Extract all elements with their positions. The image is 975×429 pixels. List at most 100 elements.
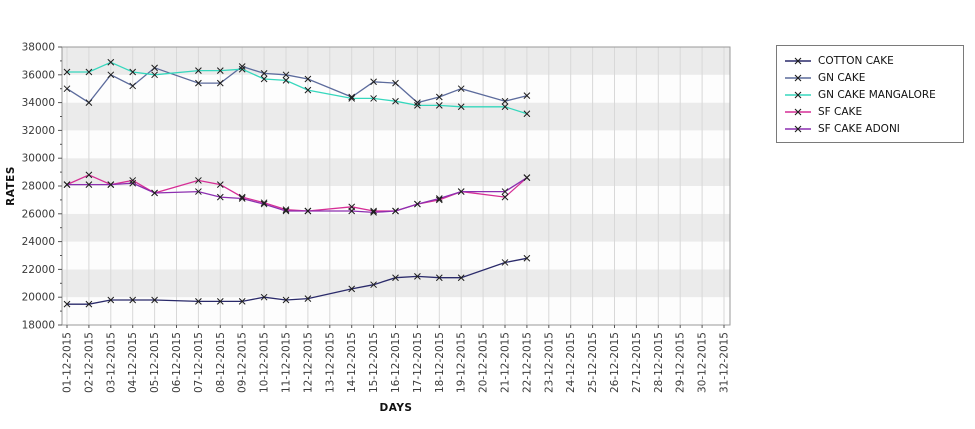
data-point-marker-gn-cake-mangalore [392,97,399,105]
data-point-marker-sf-cake [282,206,290,213]
y-tick-label: 32000 [22,125,55,137]
data-point-marker-sf-cake-adoni [282,207,290,215]
x-tick-label: 01-12-2015 [62,332,74,393]
data-point-marker-gn-cake [501,97,509,105]
data-point-marker-sf-cake-adoni [260,200,268,208]
data-point-marker-cotton-cake [414,272,421,280]
data-point-marker-sf-cake [129,177,137,184]
x-tick-label: 06-12-2015 [171,332,183,393]
data-point-marker-sf-cake-adoni [107,181,115,188]
data-point-marker-gn-cake [414,99,421,106]
data-point-marker-sf-cake-adoni [501,188,509,195]
y-tick-label: 30000 [22,153,55,165]
data-point-marker-sf-cake-adoni [414,200,421,208]
data-point-marker-sf-cake [216,181,224,188]
x-tick-label: 21-12-2015 [500,332,512,393]
data-point-marker-gn-cake-mangalore [129,68,137,76]
data-point-marker-cotton-cake [501,259,509,266]
data-point-marker-gn-cake [85,99,93,106]
legend-label: SF CAKE ADONI [818,122,900,135]
legend-x-marker [794,108,802,115]
x-tick-label: 15-12-2015 [368,332,380,393]
data-point-marker-sf-cake-adoni [195,188,202,195]
x-tick-label: 26-12-2015 [609,332,621,393]
x-tick-label: 09-12-2015 [237,332,249,393]
legend-item-cotton-cake: COTTON CAKE [785,52,955,69]
x-tick-label: 04-12-2015 [127,332,139,393]
x-tick-label: 08-12-2015 [215,332,227,393]
legend-item-sf-cake: SF CAKE [785,103,955,120]
legend-item-gn-cake: GN CAKE [785,69,955,86]
y-tick-label: 38000 [22,42,55,54]
x-tick-label: 05-12-2015 [149,332,161,393]
y-tick-label: 18000 [22,320,55,332]
data-point-marker-gn-cake-mangalore [457,103,465,111]
data-point-marker-sf-cake-adoni [85,181,93,188]
data-point-marker-sf-cake [501,193,509,201]
x-tick-label: 03-12-2015 [105,332,117,393]
data-point-marker-gn-cake [370,78,377,86]
data-point-marker-cotton-cake [523,254,531,262]
x-tick-label: 10-12-2015 [259,332,271,393]
legend-item-gn-cake-mangalore: GN CAKE MANGALORE [785,86,955,103]
data-point-marker-cotton-cake [151,296,158,304]
data-point-marker-cotton-cake [195,298,202,305]
data-point-marker-cotton-cake [392,274,399,282]
data-point-marker-gn-cake-mangalore [107,58,115,66]
data-point-marker-cotton-cake [457,274,465,282]
legend-marker-icon [785,57,811,64]
y-tick-label: 36000 [22,69,55,81]
legend-marker-icon [785,125,811,132]
data-point-marker-gn-cake-mangalore [151,71,158,79]
data-point-marker-gn-cake [348,93,356,101]
data-point-marker-sf-cake-adoni [457,188,465,195]
x-tick-label: 30-12-2015 [697,332,709,393]
data-point-marker-gn-cake [63,85,71,93]
y-tick-label: 26000 [22,208,55,220]
data-point-marker-cotton-cake [63,300,71,308]
data-point-marker-sf-cake-adoni [151,189,158,197]
x-tick-label: 27-12-2015 [631,332,643,393]
legend-x-marker [794,57,802,64]
y-tick-label: 34000 [22,97,55,109]
data-point-marker-cotton-cake [107,296,115,304]
data-point-marker-gn-cake [107,71,115,79]
data-point-marker-sf-cake [370,207,377,215]
legend-item-sf-cake-adoni: SF CAKE ADONI [785,120,955,137]
data-point-marker-cotton-cake [216,298,224,305]
x-tick-label: 25-12-2015 [587,332,599,393]
x-tick-label: 23-12-2015 [543,332,555,393]
data-point-marker-cotton-cake [435,274,443,282]
legend-x-marker [794,125,802,132]
data-point-marker-sf-cake-adoni [370,209,377,216]
data-point-marker-gn-cake-mangalore [523,110,531,118]
legend-x-marker [794,91,802,98]
data-point-marker-gn-cake-mangalore [216,67,224,74]
data-point-marker-sf-cake-adoni [129,179,137,187]
data-point-marker-gn-cake [435,93,443,101]
legend-label: GN CAKE [818,71,866,84]
data-point-marker-gn-cake [129,82,137,90]
y-axis-title: RATES [5,166,17,206]
data-point-marker-sf-cake [195,177,202,184]
data-point-marker-sf-cake [85,171,93,179]
data-point-marker-sf-cake-adoni [216,193,224,201]
data-point-marker-cotton-cake [85,300,93,308]
data-point-marker-sf-cake [435,196,443,204]
x-tick-label: 14-12-2015 [346,332,358,393]
data-point-marker-gn-cake-mangalore [348,95,356,102]
x-tick-label: 13-12-2015 [324,332,336,393]
data-point-marker-gn-cake-mangalore [435,102,443,109]
x-tick-label: 22-12-2015 [521,332,533,393]
data-point-marker-gn-cake-mangalore [414,102,421,109]
x-tick-label: 29-12-2015 [675,332,687,393]
x-tick-label: 16-12-2015 [390,332,402,393]
data-point-marker-gn-cake [523,92,531,100]
data-point-marker-sf-cake-adoni [348,207,356,215]
data-point-marker-sf-cake-adoni [63,181,71,188]
data-point-marker-cotton-cake [304,295,312,302]
legend: COTTON CAKE GN CAKE GN CAKE MANGALORE SF CA… [776,45,964,143]
data-point-marker-cotton-cake [282,296,290,304]
x-tick-label: 17-12-2015 [412,332,424,393]
